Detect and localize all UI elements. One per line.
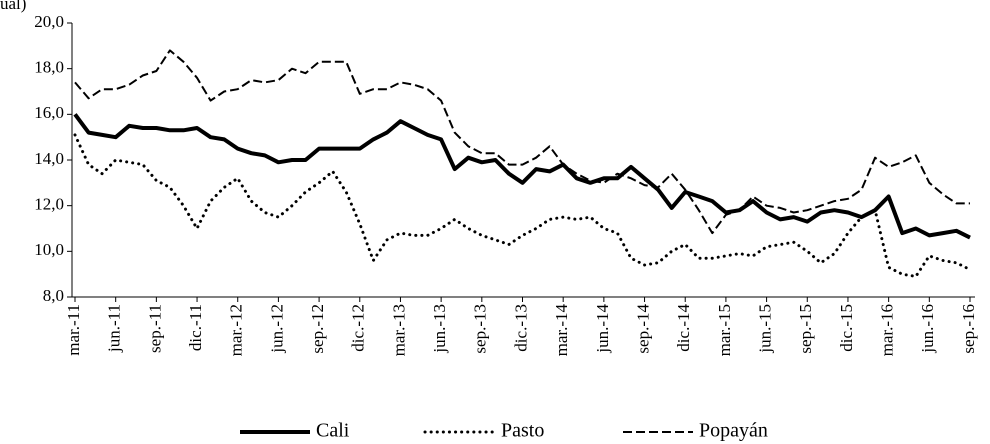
x-tick-label: mar.-12 — [227, 304, 246, 356]
x-tick-label: jun.-15 — [755, 304, 774, 354]
legend-label: Pasto — [501, 420, 544, 442]
y-tick-label: 16,0 — [34, 103, 64, 122]
x-tick-label: jun.-16 — [918, 304, 937, 354]
y-tick-label: 8,0 — [43, 286, 64, 305]
x-tick-label: mar.-14 — [552, 304, 571, 357]
legend-label: Cali — [316, 420, 350, 442]
x-tick-label: sep.-11 — [145, 304, 164, 353]
series-line — [73, 113, 971, 240]
x-tick-label: jun.-12 — [267, 304, 286, 354]
x-tick-label: dic.-12 — [349, 304, 368, 352]
legend-label: Popayán — [699, 420, 768, 442]
series-line — [73, 133, 972, 278]
x-tick-label: mar.-13 — [389, 304, 408, 356]
x-tick-label: sep.-13 — [471, 304, 490, 354]
y-tick-label: 20,0 — [34, 12, 64, 31]
y-axis-label: ual) — [0, 0, 26, 13]
y-tick-label: 18,0 — [34, 58, 64, 77]
x-tick-label: dic.-15 — [837, 304, 856, 352]
x-tick-label: sep.-14 — [633, 304, 652, 354]
x-tick-label: mar.-16 — [878, 304, 897, 356]
x-tick-label: dic.-14 — [674, 304, 693, 352]
y-tick-label: 10,0 — [34, 240, 64, 259]
y-tick-label: 12,0 — [34, 195, 64, 214]
x-tick-label: dic.-11 — [186, 304, 205, 351]
x-tick-label: dic.-13 — [511, 304, 530, 352]
x-tick-label: jun.-13 — [430, 304, 449, 354]
x-tick-label: jun.-11 — [105, 304, 124, 353]
x-tick-label: mar.-11 — [64, 304, 83, 356]
series-line — [74, 49, 970, 235]
x-tick-label: jun.-14 — [593, 304, 612, 354]
x-tick-label: sep.-15 — [796, 304, 815, 354]
x-tick-label: mar.-15 — [715, 304, 734, 356]
x-tick-label: sep.-16 — [959, 304, 978, 354]
y-tick-label: 14,0 — [34, 149, 64, 168]
x-tick-label: sep.-12 — [308, 304, 327, 354]
